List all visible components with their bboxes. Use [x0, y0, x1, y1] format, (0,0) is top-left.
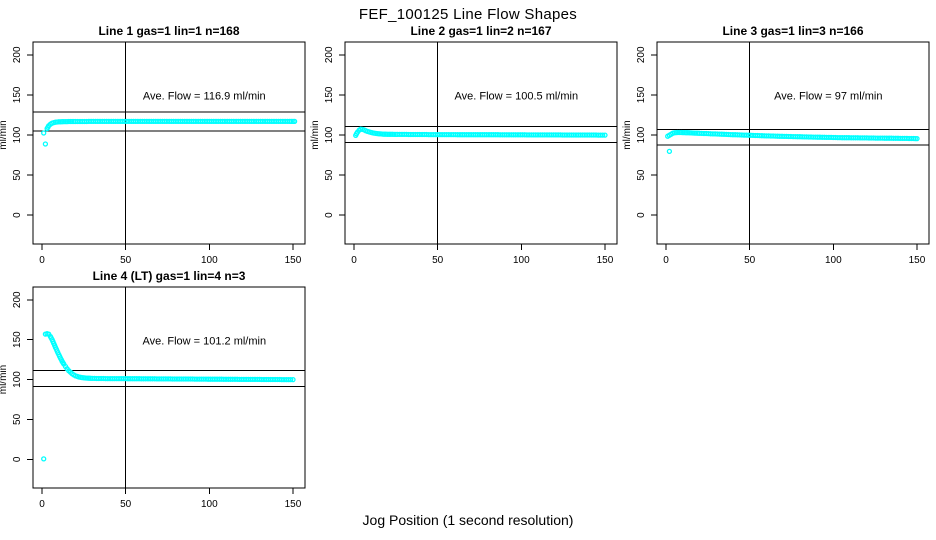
flow-point [288, 376, 294, 383]
x-tick-label: 0 [663, 255, 669, 266]
ave-flow-annotation: Ave. Flow = 100.5 ml/min [454, 91, 578, 103]
x-tick-label: 0 [39, 499, 45, 510]
y-axis-unit-label: ml/min [0, 120, 9, 149]
y-tick-label: 150 [12, 86, 23, 103]
x-tick-label: 150 [285, 255, 302, 266]
y-tick-label: 50 [636, 169, 647, 181]
x-tick-label: 150 [909, 255, 926, 266]
x-tick-label: 100 [201, 255, 218, 266]
x-axis-label: Jog Position (1 second resolution) [362, 512, 574, 528]
x-tick-label: 100 [201, 499, 218, 510]
x-tick-label: 100 [825, 255, 842, 266]
subplot-title: Line 3 gas=1 lin=3 n=166 [722, 24, 863, 38]
y-tick-label: 100 [636, 126, 647, 143]
y-tick-label: 100 [324, 126, 335, 143]
y-tick-label: 0 [12, 212, 23, 218]
flow-outlier-point [41, 456, 47, 462]
y-tick-label: 200 [12, 46, 23, 63]
y-tick-label: 100 [12, 126, 23, 143]
y-tick-label: 50 [324, 169, 335, 181]
y-axis-unit-label: ml/min [310, 120, 321, 149]
ave-flow-annotation: Ave. Flow = 116.9 ml/min [143, 91, 266, 103]
subplot-line-1: 0 50 100 150 0 50 100 150 200 ml/min Line 1 gas=1 … [0, 24, 306, 266]
plot-box [656, 41, 930, 245]
y-axis-unit-label: ml/min [622, 120, 633, 149]
x-tick-label: 0 [351, 255, 357, 266]
flow-outlier-point [666, 148, 673, 155]
x-tick-label: 150 [285, 499, 302, 510]
y-tick-label: 150 [324, 86, 335, 103]
x-tick-label: 100 [513, 255, 530, 266]
y-tick-label: 200 [12, 291, 23, 308]
subplot-title: Line 1 gas=1 lin=1 n=168 [98, 24, 239, 38]
subplot-title: Line 4 (LT) gas=1 lin=4 n=3 [93, 269, 246, 283]
y-tick-label: 150 [12, 331, 23, 348]
y-tick-label: 0 [324, 212, 335, 218]
y-tick-label: 200 [636, 46, 647, 63]
x-tick-label: 50 [120, 255, 132, 266]
y-tick-label: 0 [12, 456, 23, 462]
flow-point [290, 376, 296, 383]
x-tick-label: 0 [39, 255, 45, 266]
plot-box [344, 41, 618, 245]
figure-title: FEF_100125 Line Flow Shapes [358, 6, 578, 23]
y-tick-label: 150 [636, 86, 647, 103]
x-tick-label: 150 [597, 255, 614, 266]
flow-point [602, 132, 608, 138]
subplot-line-4: 0 50 100 150 0 50 100 150 200 ml/min Line 4 (LT) g… [0, 269, 306, 510]
y-tick-label: 50 [12, 169, 23, 181]
x-tick-label: 50 [120, 499, 132, 510]
flow-outlier-point [42, 141, 49, 147]
flow-point [914, 135, 920, 142]
y-tick-label: 100 [12, 371, 23, 388]
flow-outlier-point [41, 130, 47, 136]
plot-box [32, 41, 306, 245]
y-tick-label: 0 [636, 212, 647, 218]
y-tick-label: 200 [324, 46, 335, 63]
subplot-line-2: 0 50 100 150 0 50 100 150 200 ml/min Line 2 gas=1 … [310, 24, 618, 266]
y-axis-unit-label: ml/min [0, 365, 9, 394]
x-tick-label: 50 [432, 255, 444, 266]
flow-point [600, 132, 606, 138]
y-tick-label: 50 [12, 413, 23, 425]
x-tick-label: 50 [744, 255, 756, 266]
subplot-title: Line 2 gas=1 lin=2 n=167 [410, 24, 551, 38]
flow-point [291, 118, 298, 125]
plot-box [32, 286, 306, 489]
subplot-line-3: 0 50 100 150 0 50 100 150 200 ml/min Line 3 gas=1 … [622, 24, 930, 266]
ave-flow-annotation: Ave. Flow = 101.2 ml/min [142, 335, 266, 347]
ave-flow-annotation: Ave. Flow = 97 ml/min [774, 91, 882, 103]
